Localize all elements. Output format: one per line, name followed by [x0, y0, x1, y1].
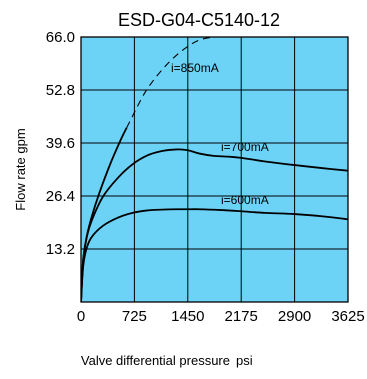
series-850ma-dashed-line	[126, 37, 214, 128]
y-tick-label: 13.2	[46, 241, 75, 258]
y-tick-label: 66.0	[46, 29, 75, 46]
x-axis-unit: psi	[236, 353, 253, 368]
y-tick-label: 39.6	[46, 135, 75, 152]
annotation-850ma: i=850mA	[171, 61, 219, 75]
annotation-700ma: i=700mA	[221, 140, 269, 154]
x-tick-label: 725	[122, 308, 147, 325]
plot-area: 13.2 26.4 39.6 52.8 66.0 0 725 1450 2175 2900 3625…	[46, 29, 365, 325]
x-axis-label: Valve differential pressure	[81, 353, 230, 368]
x-tick-label: 2175	[225, 308, 258, 325]
series-700ma-line	[81, 148, 348, 302]
x-tick-label: 2900	[278, 308, 311, 325]
plot-background	[81, 37, 348, 302]
x-tick-label: 1450	[171, 308, 204, 325]
y-tick-label: 52.8	[46, 82, 75, 99]
chart-title: ESD-G04-C5140-12	[118, 10, 280, 30]
x-tick-label: 3625	[331, 308, 364, 325]
y-axis-label: Flow rate gpm	[13, 128, 28, 210]
x-tick-label: 0	[77, 308, 85, 325]
plot-frame	[80, 36, 349, 303]
y-tick-label: 26.4	[46, 188, 75, 205]
series-600ma-line	[81, 208, 348, 302]
annotation-600ma: i=600mA	[221, 193, 269, 207]
